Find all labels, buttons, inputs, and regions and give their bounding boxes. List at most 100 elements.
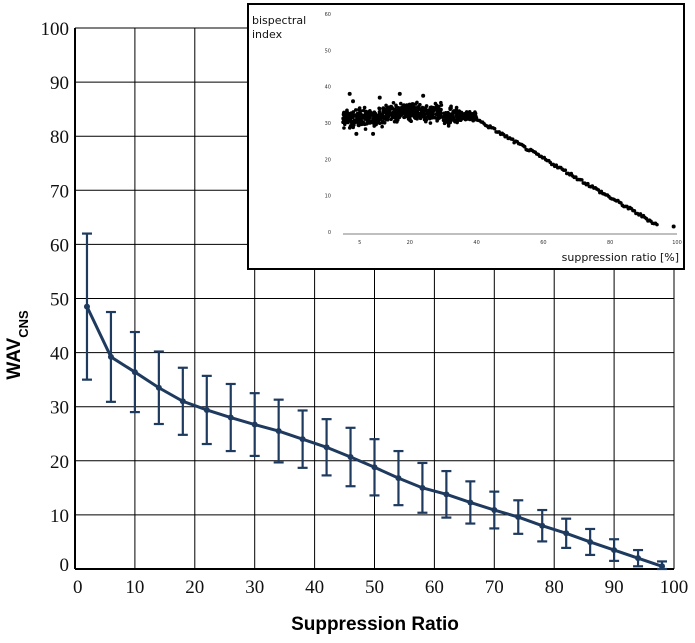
inset-y-tick-label: 30: [325, 121, 331, 127]
x-axis-title: Suppression Ratio: [291, 614, 459, 635]
inset-point: [655, 222, 659, 227]
data-point: [131, 369, 138, 376]
inset-point: [433, 101, 438, 106]
inset-point: [563, 168, 568, 172]
y-tick-label: 40: [50, 344, 69, 365]
inset-point: [347, 91, 352, 96]
inset-point: [409, 109, 413, 114]
inset-point: [433, 108, 438, 112]
inset-point: [361, 108, 366, 113]
inset-y-tick-label: 0: [328, 230, 331, 236]
inset-point: [671, 224, 676, 229]
inset-y-axis-title-line-1: bispectral: [252, 14, 306, 27]
inset-point: [427, 116, 432, 121]
inset-point: [467, 116, 472, 120]
inset-point: [411, 104, 416, 109]
inset-point: [434, 116, 438, 120]
inset-point: [411, 102, 415, 106]
inset-point: [363, 127, 368, 131]
inset-point: [415, 100, 419, 105]
y-axis-title-subscript: CNS: [16, 310, 31, 338]
inset-point: [464, 110, 469, 114]
inset-point: [436, 111, 441, 115]
inset-point: [342, 113, 346, 117]
inset-point: [377, 95, 382, 100]
inset-x-tick-labels: 5 20 40 60 80 100: [358, 240, 682, 246]
inset-point: [596, 188, 601, 192]
inset-point: [349, 118, 353, 123]
inset-point: [430, 113, 434, 117]
inset-y-tick-labels: 0 10 20 30 40 50 60: [325, 12, 331, 236]
inset-point: [371, 111, 375, 115]
data-point: [515, 514, 522, 521]
inset-point: [373, 121, 378, 126]
inset-point: [365, 113, 369, 117]
inset-point: [454, 114, 459, 118]
inset-x-tick-label: 100: [672, 240, 682, 246]
inset-frame: [247, 3, 685, 270]
inset-point: [459, 111, 464, 115]
inset-point: [382, 121, 387, 125]
x-tick-label: 20: [185, 577, 204, 598]
x-tick-label: 100: [660, 577, 689, 598]
data-point: [347, 454, 354, 461]
data-point: [203, 406, 210, 413]
inset-point: [356, 116, 361, 120]
data-point: [467, 499, 474, 506]
inset-y-tick-label: 40: [325, 85, 331, 91]
inset-point: [397, 107, 401, 112]
y-axis-title-main: WAV: [4, 337, 25, 379]
inset-point: [586, 181, 590, 186]
inset-point: [391, 109, 396, 114]
inset-point: [354, 119, 359, 124]
inset-point: [354, 131, 359, 136]
inset-point: [378, 106, 382, 111]
inset-point: [471, 118, 475, 123]
data-point: [299, 436, 306, 443]
y-tick-label: 60: [50, 235, 69, 256]
main-x-tick-labels: 0 10 20 30 40 50 60 70 80 90 100: [73, 577, 688, 598]
inset-point: [398, 101, 403, 106]
data-point: [155, 384, 162, 391]
x-tick-label: 30: [245, 577, 264, 598]
inset-point: [359, 113, 364, 117]
inset-point: [391, 100, 396, 105]
data-point: [587, 538, 594, 545]
inset-x-tick-label: 60: [540, 240, 546, 246]
main-y-tick-labels: 0 10 20 30 40 50 60 70 80 90 100: [41, 19, 70, 576]
inset-y-tick-label: 50: [325, 48, 331, 54]
inset-y-axis-title-line-2: index: [252, 28, 283, 41]
main-points: [83, 303, 666, 570]
y-axis-title: WAVCNS: [4, 310, 31, 380]
inset-point: [409, 112, 413, 117]
inset-point: [401, 110, 406, 115]
data-point: [251, 421, 258, 428]
data-point: [443, 491, 450, 498]
inset-y-tick-label: 60: [325, 12, 331, 18]
inset-point: [345, 115, 350, 120]
x-tick-label: 60: [425, 577, 444, 598]
inset-point: [438, 114, 442, 119]
data-point: [179, 398, 186, 405]
inset-point: [455, 120, 459, 125]
inset-point: [347, 126, 352, 130]
inset-point: [423, 107, 427, 112]
inset-point: [632, 208, 637, 213]
inset-point: [471, 114, 476, 119]
data-point: [539, 522, 546, 529]
y-tick-label: 90: [50, 73, 69, 94]
data-point: [323, 444, 330, 451]
data-point: [83, 303, 90, 310]
inset-point: [457, 114, 462, 119]
data-point: [635, 555, 642, 562]
data-point: [491, 507, 498, 514]
y-tick-label: 70: [50, 181, 69, 202]
inset-point: [356, 123, 361, 127]
data-point: [659, 563, 666, 570]
x-tick-label: 0: [73, 577, 83, 598]
inset-point: [379, 115, 383, 120]
inset-point: [446, 122, 451, 126]
inset-point: [451, 117, 455, 121]
x-tick-label: 70: [485, 577, 504, 598]
inset-point: [345, 110, 349, 114]
